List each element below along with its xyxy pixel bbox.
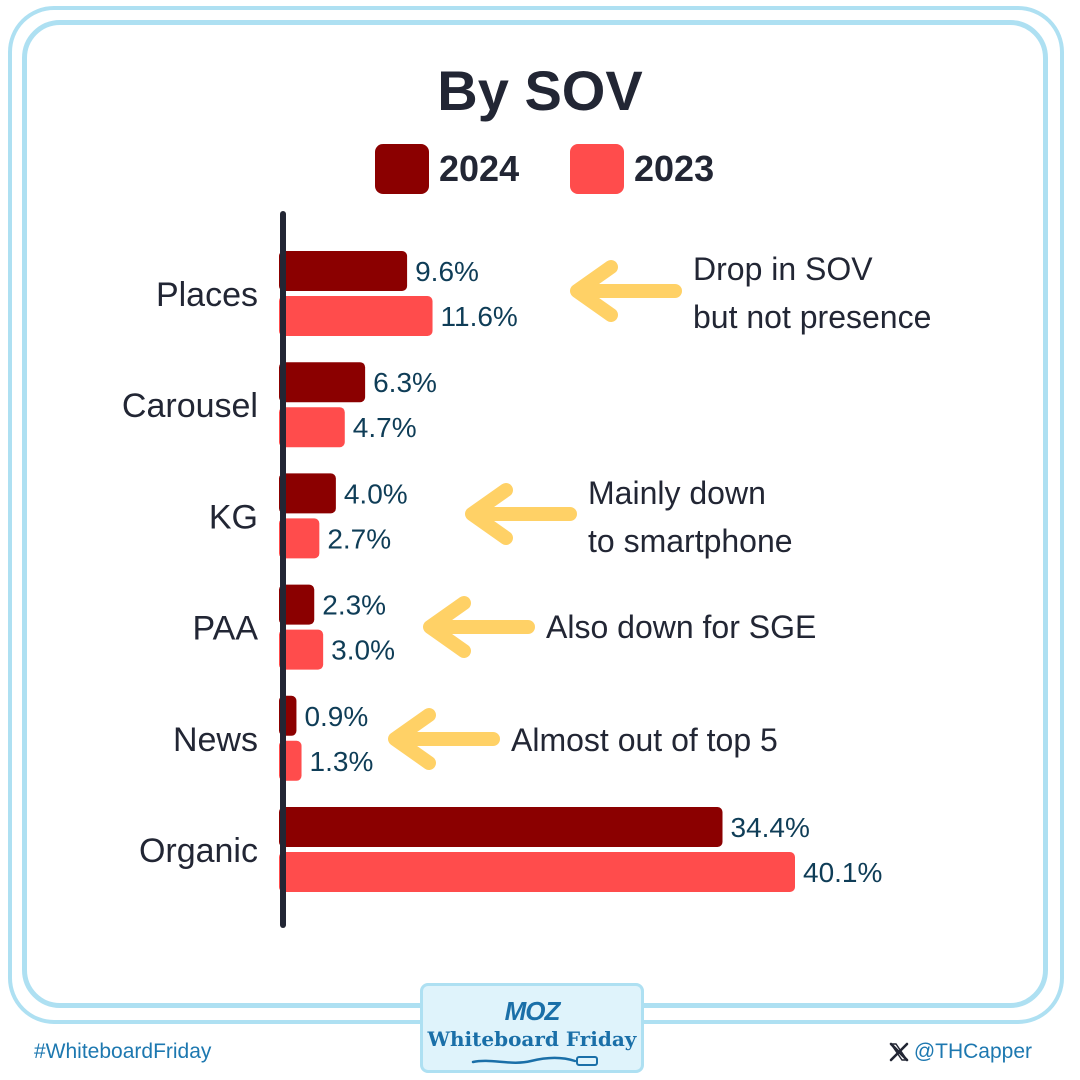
value-label-organic-2023: 40.1% — [803, 857, 882, 888]
value-label-news-2024: 0.9% — [304, 701, 368, 732]
bar-organic-2023 — [279, 852, 795, 892]
category-label-carousel: Carousel — [122, 387, 258, 425]
bar-places-2023 — [279, 296, 433, 336]
value-label-places-2023: 11.6% — [441, 301, 518, 332]
bar-paa-2024 — [279, 584, 315, 625]
category-label-news: News — [173, 721, 258, 759]
bar-carousel-2023 — [279, 407, 345, 448]
category-label-organic: Organic — [139, 832, 258, 870]
legend-item-2024: 2024 — [375, 144, 519, 194]
category-label-places: Places — [156, 276, 258, 314]
x-logo-icon — [889, 1042, 909, 1062]
category-label-kg: KG — [209, 498, 258, 536]
annotation-paa-line-1: Also down for SGE — [546, 609, 816, 645]
arrow-icon-places — [570, 260, 682, 322]
legend-swatch-2023 — [570, 144, 624, 194]
badge-subtitle: Whiteboard Friday — [427, 1027, 637, 1051]
annotation-kg-line-2: to smartphone — [588, 523, 793, 559]
hashtag-label: #WhiteboardFriday — [34, 1040, 212, 1063]
value-label-kg-2023: 2.7% — [327, 523, 391, 554]
value-label-paa-2024: 2.3% — [322, 590, 386, 621]
annotation-places-line-1: Drop in SOV — [693, 251, 873, 287]
value-label-organic-2024: 34.4% — [731, 812, 810, 843]
value-label-carousel-2023: 4.7% — [353, 412, 417, 443]
value-label-paa-2023: 3.0% — [331, 635, 395, 666]
value-label-places-2024: 9.6% — [415, 256, 479, 287]
category-label-paa: PAA — [192, 610, 258, 648]
value-label-kg-2024: 4.0% — [344, 478, 408, 509]
chart-title: By SOV — [437, 59, 643, 122]
arrow-icon-kg — [465, 483, 577, 545]
whiteboard-friday-badge: MOZ Whiteboard Friday — [420, 983, 644, 1073]
arrow-icon-paa — [423, 596, 535, 658]
annotation-news-line-1: Almost out of top 5 — [511, 722, 778, 758]
legend-item-2023: 2023 — [570, 144, 714, 194]
bar-paa-2023 — [279, 629, 324, 670]
legend-label-2024: 2024 — [439, 148, 520, 189]
legend-label-2023: 2023 — [634, 148, 715, 189]
bar-places-2024 — [279, 251, 408, 291]
legend-swatch-2024 — [375, 144, 429, 194]
bar-kg-2023 — [279, 518, 320, 559]
handle-label: @THCapper — [913, 1040, 1032, 1063]
annotation-places-line-2: but not presence — [693, 299, 931, 335]
squiggle-icon — [471, 1056, 598, 1066]
author-handle[interactable]: @THCapper — [888, 1040, 1032, 1064]
value-label-news-2023: 1.3% — [310, 746, 374, 777]
value-label-carousel-2024: 6.3% — [373, 367, 437, 398]
arrow-icon-news — [388, 708, 500, 770]
bar-organic-2024 — [279, 807, 723, 847]
annotation-kg-line-1: Mainly down — [588, 475, 766, 511]
bar-kg-2024 — [279, 473, 336, 514]
bar-carousel-2024 — [279, 362, 366, 403]
moz-logo: MOZ — [504, 996, 561, 1026]
